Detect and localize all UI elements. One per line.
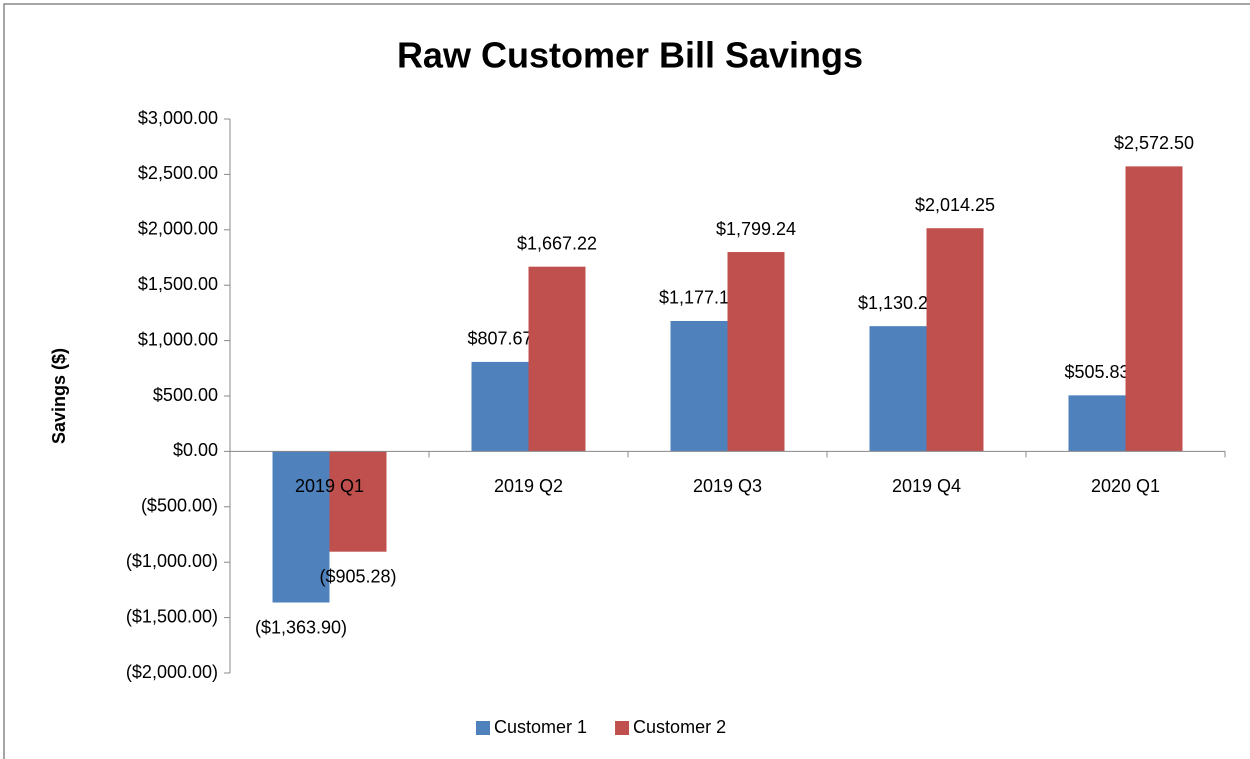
x-tick-label: 2019 Q1 (295, 476, 364, 496)
legend-swatch (615, 721, 630, 735)
bar (528, 266, 586, 452)
legend-label: Customer 2 (633, 717, 726, 737)
x-tick-label: 2019 Q2 (494, 476, 563, 496)
data-label: $807.67 (467, 329, 532, 349)
y-tick-label: $0.00 (173, 440, 218, 460)
data-label: $1,177.10 (659, 288, 739, 308)
data-label: $2,572.50 (1114, 133, 1194, 153)
y-tick-label: ($500.00) (141, 496, 218, 516)
y-tick-label: $500.00 (153, 385, 218, 405)
chart-border (3, 3, 1250, 759)
y-tick-label: $1,500.00 (138, 274, 218, 294)
y-tick-label: ($2,000.00) (126, 662, 218, 682)
bar (1068, 395, 1126, 452)
y-tick-label: $2,500.00 (138, 163, 218, 183)
legend-swatch (476, 721, 490, 735)
data-label: $2,014.25 (915, 195, 995, 215)
x-tick-label: 2019 Q3 (693, 476, 762, 496)
bar (926, 228, 984, 452)
x-tick-label: 2019 Q4 (892, 476, 961, 496)
bar (869, 326, 927, 452)
legend-label: Customer 1 (494, 717, 587, 737)
y-tick-label: ($1,000.00) (126, 551, 218, 571)
bar (727, 252, 785, 452)
bar (670, 320, 728, 452)
y-tick-label: ($1,500.00) (126, 606, 218, 626)
bar (272, 451, 330, 603)
bar (1125, 166, 1183, 452)
data-label: $1,667.22 (517, 233, 597, 253)
data-label: ($1,363.90) (255, 617, 347, 637)
bar (471, 361, 529, 452)
y-axis-title: Savings ($) (49, 348, 69, 444)
y-tick-label: $1,000.00 (138, 329, 218, 349)
bar (329, 451, 387, 552)
data-label: $1,799.24 (716, 219, 796, 239)
data-label: ($905.28) (319, 566, 396, 586)
y-tick-label: $2,000.00 (138, 219, 218, 239)
data-label: $505.83 (1064, 362, 1129, 382)
y-tick-label: $3,000.00 (138, 108, 218, 128)
data-label: $1,130.25 (858, 293, 938, 313)
chart-title: Raw Customer Bill Savings (397, 35, 863, 76)
x-tick-label: 2020 Q1 (1091, 476, 1160, 496)
